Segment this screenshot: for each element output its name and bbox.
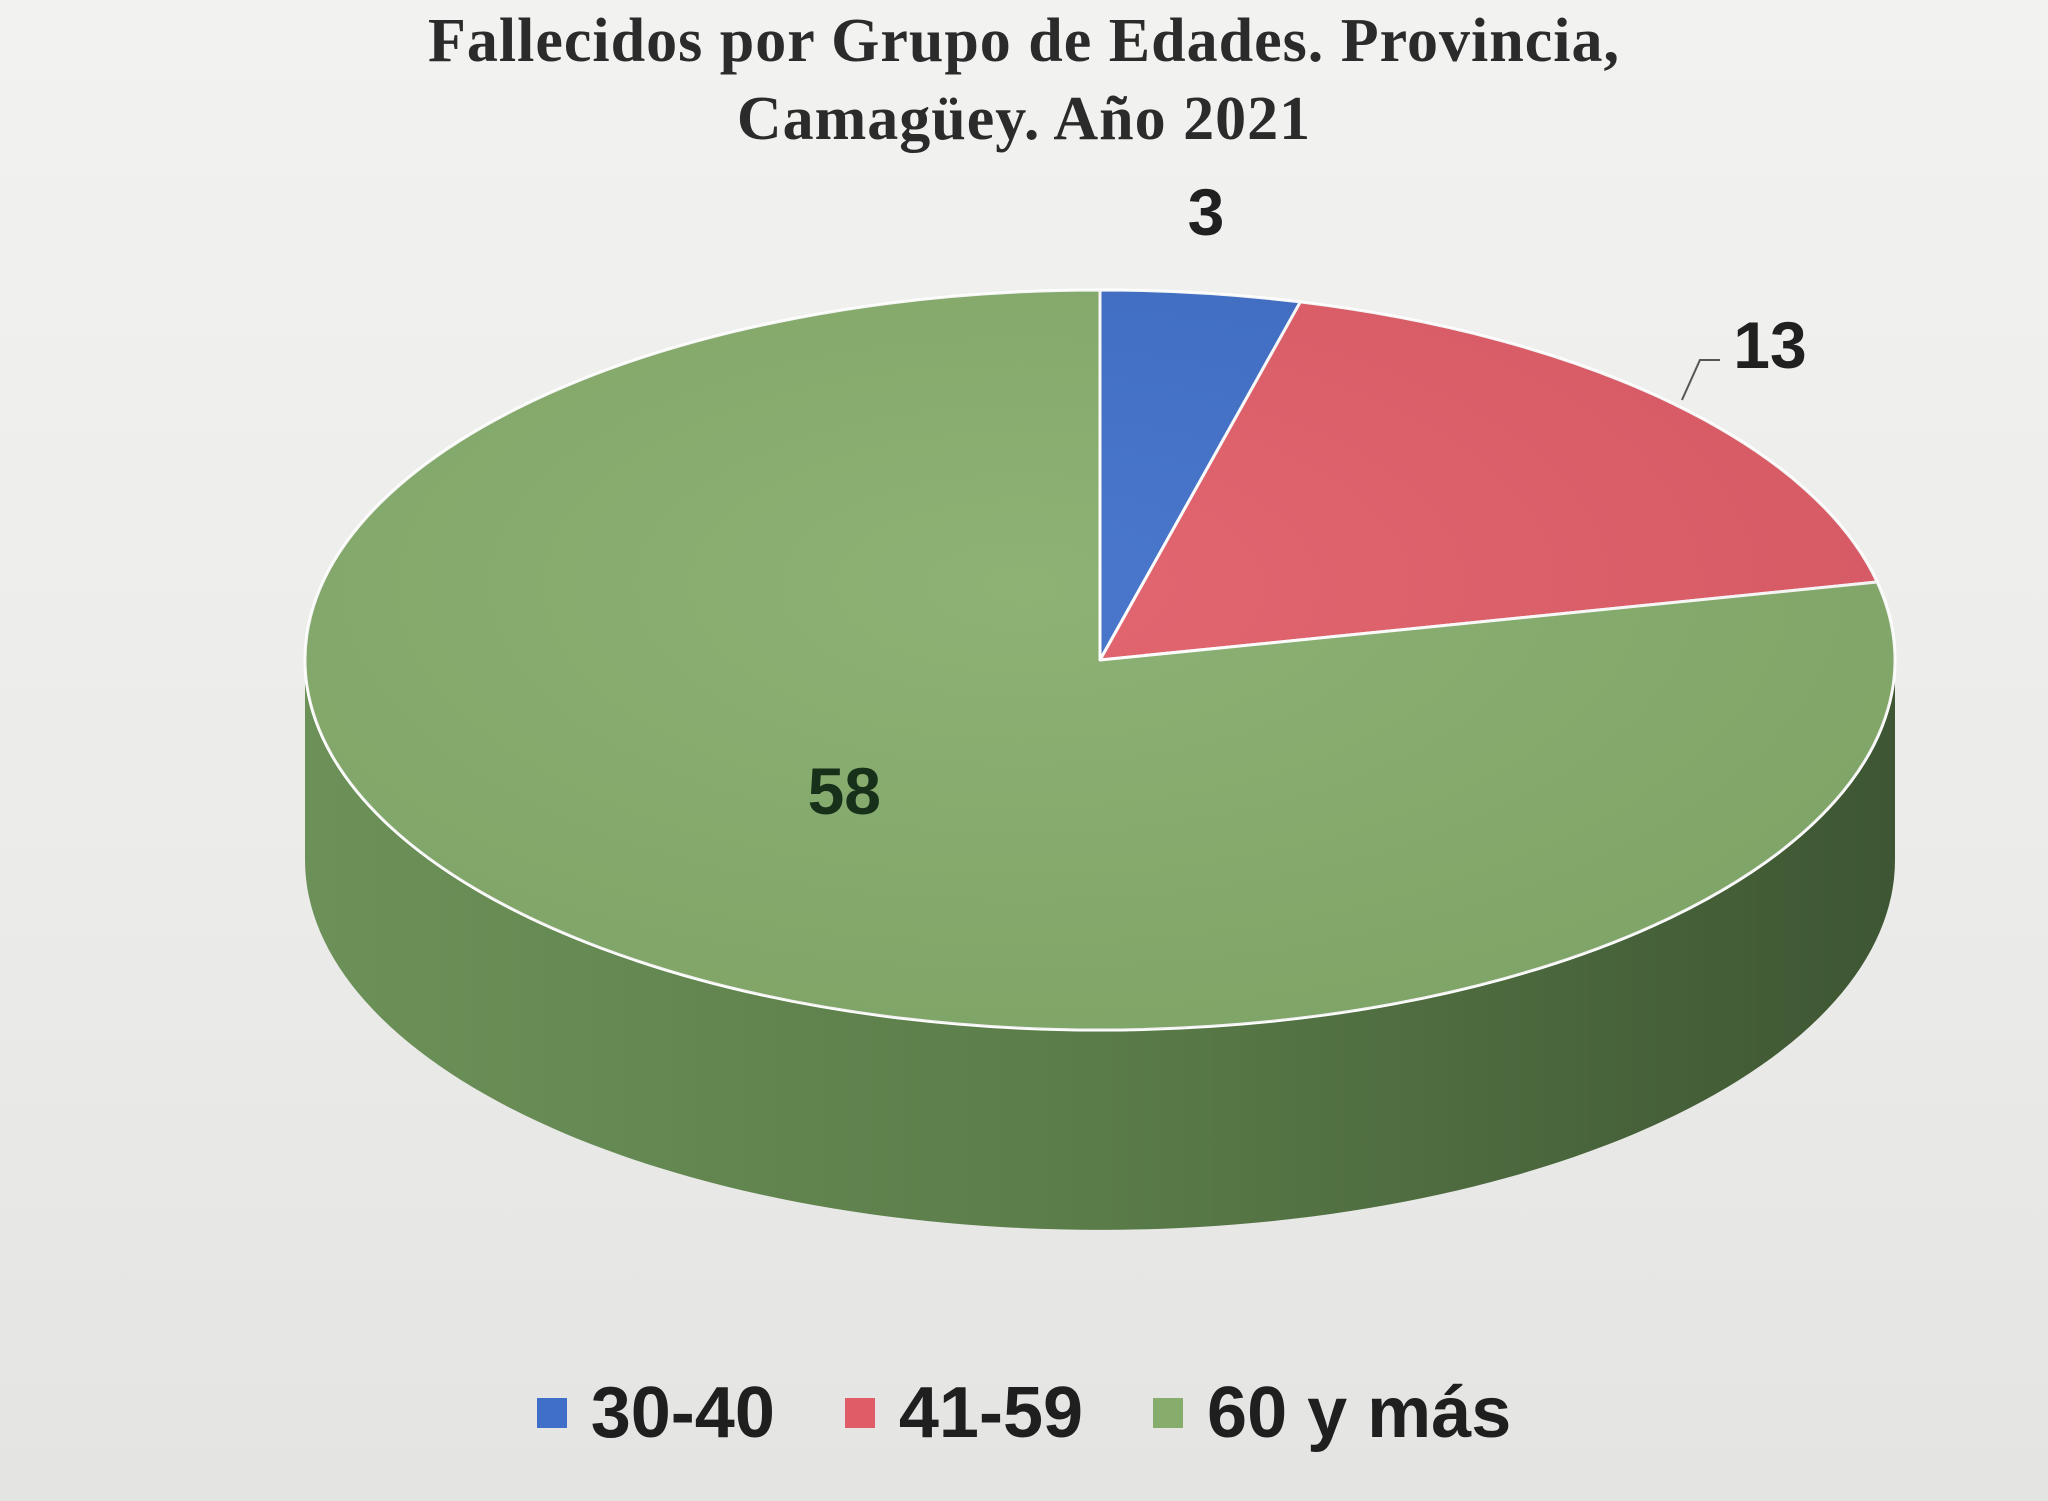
chart-title: Fallecidos por Grupo de Edades. Provinci… [0, 2, 2048, 158]
pie-side-wall [305, 660, 1895, 1230]
legend-swatch-60-y-mas [1153, 1398, 1184, 1428]
legend-label-41-59: 41-59 [898, 1373, 1084, 1453]
data-label-41-59: 13 [1733, 308, 1806, 382]
chart-title-line-1: Fallecidos por Grupo de Edades. Provinci… [428, 7, 1620, 75]
legend-label-60-y-mas: 60 y más [1207, 1373, 1512, 1453]
leader-line-41-59 [1681, 358, 1720, 401]
legend-item-60-y-mas: 60 y más [1153, 1372, 1511, 1454]
legend-item-30-40: 30-40 [536, 1372, 775, 1454]
legend-swatch-30-40 [536, 1398, 567, 1428]
legend-swatch-41-59 [844, 1398, 875, 1428]
legend-item-41-59: 41-59 [844, 1372, 1084, 1454]
chart-title-line-2: Camagüey. Año 2021 [736, 85, 1312, 153]
legend: 30-40 41-59 60 y más [0, 1372, 2048, 1454]
data-label-60-y-mas: 58 [808, 754, 881, 828]
legend-label-30-40: 30-40 [590, 1373, 775, 1453]
data-label-30-40: 3 [1188, 175, 1225, 249]
